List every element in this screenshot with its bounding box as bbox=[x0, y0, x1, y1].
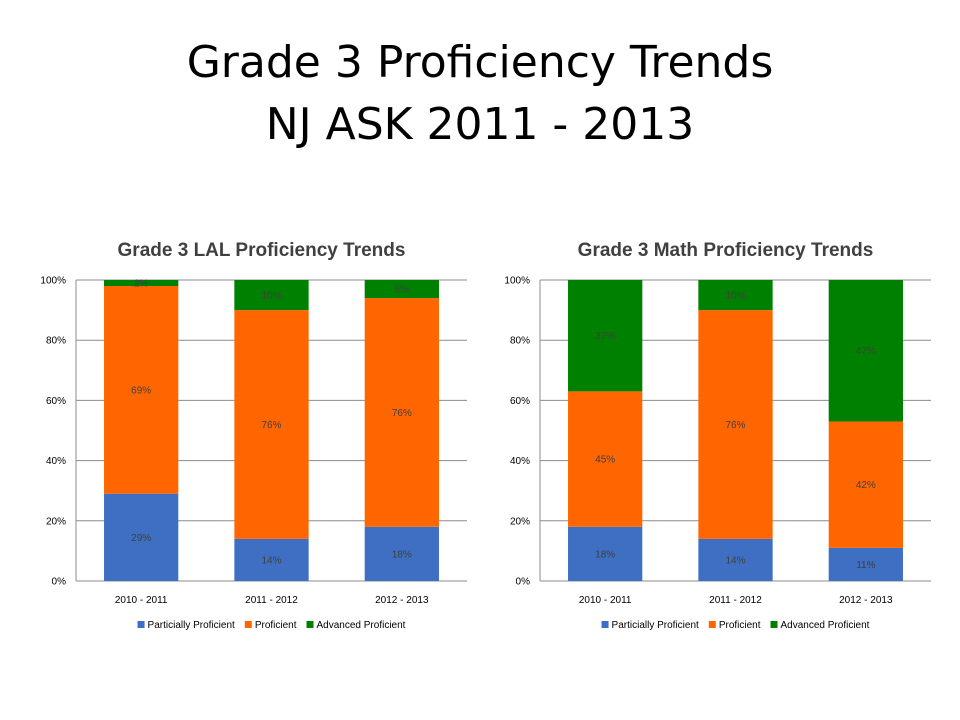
slide-title-line-1: Grade 3 Proficiency Trends bbox=[186, 37, 774, 88]
bar-advanced-proficient bbox=[568, 280, 643, 392]
bar-particially-proficient bbox=[698, 538, 773, 581]
legend-item: Proficient bbox=[244, 620, 297, 631]
y-tick-label: 80% bbox=[510, 336, 530, 347]
x-tick-label: 2011 - 2012 bbox=[709, 595, 762, 606]
y-tick-label: 40% bbox=[46, 456, 66, 467]
lal-chart-svg: Grade 3 LAL Proficiency Trends 0% 20% 40% 60… bbox=[40, 240, 467, 631]
data-label: 76% bbox=[261, 420, 281, 431]
math-chart-svg: Grade 3 Math Proficiency Trends 0% 20% 40% 6… bbox=[504, 240, 931, 631]
legend-label: Proficient bbox=[255, 620, 297, 631]
bar-advanced-proficient bbox=[104, 280, 179, 287]
y-tick-label: 0% bbox=[516, 577, 531, 588]
bar-advanced-proficient bbox=[234, 280, 309, 311]
y-tick-label: 100% bbox=[40, 276, 66, 287]
data-label: 37% bbox=[595, 331, 615, 342]
legend-swatch bbox=[601, 621, 609, 628]
legend-swatch bbox=[708, 621, 716, 628]
data-label: 69% bbox=[131, 385, 151, 396]
bar-proficient bbox=[234, 310, 309, 539]
data-label: 18% bbox=[392, 549, 412, 560]
legend-label: Particially Proficient bbox=[612, 620, 699, 631]
x-tick-label: 2012 - 2013 bbox=[839, 595, 893, 606]
legend-label: Particially Proficient bbox=[148, 620, 235, 631]
bar-advanced-proficient bbox=[828, 280, 903, 422]
legend-item: Particially Proficient bbox=[601, 620, 699, 631]
bar-proficient bbox=[568, 391, 643, 527]
legend-item: Proficient bbox=[708, 620, 761, 631]
chart-title: Grade 3 LAL Proficiency Trends bbox=[118, 240, 406, 261]
bar-advanced-proficient bbox=[698, 280, 773, 311]
data-label: 45% bbox=[595, 455, 615, 466]
bar-proficient bbox=[828, 421, 903, 548]
bar-proficient bbox=[104, 286, 179, 494]
legend-item: Advanced Proficient bbox=[306, 620, 406, 631]
x-tick-label: 2011 - 2012 bbox=[245, 595, 298, 606]
y-tick-label: 20% bbox=[510, 516, 530, 527]
data-label: 47% bbox=[856, 346, 876, 357]
legend-item: Advanced Proficient bbox=[770, 620, 870, 631]
bar-particially-proficient bbox=[234, 538, 309, 581]
data-label: 18% bbox=[595, 549, 615, 560]
data-label: 42% bbox=[856, 480, 876, 491]
legend: Particially Proficient Proficient Advanced… bbox=[601, 620, 870, 631]
bar-particially-proficient bbox=[828, 547, 903, 581]
slide-title: Grade 3 Proficiency Trends NJ ASK 2011 -… bbox=[0, 32, 960, 156]
x-tick-label: 2010 - 2011 bbox=[579, 595, 632, 606]
bar-particially-proficient bbox=[364, 526, 439, 581]
y-tick-label: 40% bbox=[510, 456, 530, 467]
legend-swatch bbox=[244, 621, 252, 628]
bar-particially-proficient bbox=[568, 526, 643, 581]
x-tick-label: 2010 - 2011 bbox=[115, 595, 168, 606]
bar-particially-proficient bbox=[104, 493, 179, 581]
lal-chart: Grade 3 LAL Proficiency Trends 0% 20% 40% 60… bbox=[12, 228, 482, 648]
data-label: 2% bbox=[134, 279, 149, 290]
data-label: 10% bbox=[261, 291, 281, 302]
data-label: 76% bbox=[725, 420, 745, 431]
legend-item: Particially Proficient bbox=[137, 620, 235, 631]
legend: Particially Proficient Proficient Advanced… bbox=[137, 620, 406, 631]
data-label: 10% bbox=[725, 291, 745, 302]
data-label: 29% bbox=[131, 533, 151, 544]
legend-swatch bbox=[770, 621, 778, 628]
data-label: 76% bbox=[392, 408, 412, 419]
legend-label: Proficient bbox=[719, 620, 761, 631]
y-tick-label: 0% bbox=[52, 577, 67, 588]
math-chart: Grade 3 Math Proficiency Trends 0% 20% 40% 6… bbox=[476, 228, 946, 648]
data-label: 14% bbox=[725, 555, 745, 566]
data-label: 11% bbox=[856, 560, 875, 571]
y-tick-label: 60% bbox=[46, 396, 66, 407]
data-label: 6% bbox=[395, 285, 410, 296]
bar-advanced-proficient bbox=[364, 280, 439, 299]
data-label: 14% bbox=[261, 555, 281, 566]
legend-swatch bbox=[306, 621, 314, 628]
y-tick-label: 60% bbox=[510, 396, 530, 407]
legend-label: Advanced Proficient bbox=[317, 620, 406, 631]
y-tick-label: 20% bbox=[46, 516, 66, 527]
y-tick-label: 80% bbox=[46, 336, 66, 347]
y-tick-label: 100% bbox=[504, 276, 530, 287]
legend-swatch bbox=[137, 621, 145, 628]
bar-proficient bbox=[698, 310, 773, 539]
slide-title-line-2: NJ ASK 2011 - 2013 bbox=[265, 99, 695, 150]
bar-proficient bbox=[364, 298, 439, 527]
legend-label: Advanced Proficient bbox=[781, 620, 870, 631]
chart-title: Grade 3 Math Proficiency Trends bbox=[578, 240, 874, 261]
x-tick-label: 2012 - 2013 bbox=[375, 595, 429, 606]
